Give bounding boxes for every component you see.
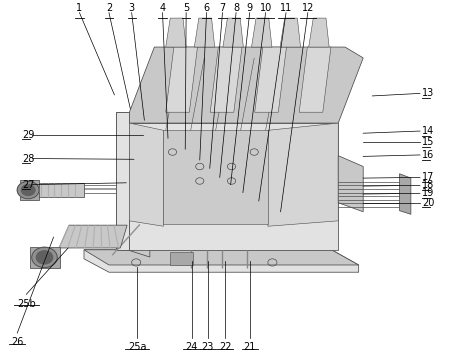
Polygon shape <box>116 112 127 250</box>
Text: 2: 2 <box>106 3 112 13</box>
Polygon shape <box>129 123 163 226</box>
Polygon shape <box>36 183 84 197</box>
Text: 23: 23 <box>202 342 214 352</box>
Polygon shape <box>30 247 60 268</box>
Text: 26: 26 <box>11 337 24 348</box>
Text: 15: 15 <box>422 137 434 147</box>
Text: 7: 7 <box>219 3 226 13</box>
Text: 17: 17 <box>422 172 434 182</box>
Text: 1: 1 <box>76 3 83 13</box>
Text: 3: 3 <box>128 3 135 13</box>
Text: 8: 8 <box>233 3 239 13</box>
Text: 11: 11 <box>280 3 292 13</box>
Polygon shape <box>129 123 338 250</box>
Text: 14: 14 <box>422 126 434 136</box>
Text: 10: 10 <box>260 3 271 13</box>
Text: 16: 16 <box>422 150 434 160</box>
Polygon shape <box>268 123 338 226</box>
Polygon shape <box>129 47 363 123</box>
Text: 27: 27 <box>22 180 35 190</box>
Text: 28: 28 <box>22 153 34 164</box>
Polygon shape <box>127 112 150 257</box>
Circle shape <box>32 247 57 268</box>
Text: 19: 19 <box>422 188 434 198</box>
Text: 4: 4 <box>159 3 166 13</box>
Text: 20: 20 <box>422 198 434 208</box>
Text: 9: 9 <box>247 3 253 13</box>
Text: 25a: 25a <box>128 342 146 352</box>
Polygon shape <box>223 18 243 47</box>
Polygon shape <box>338 156 363 212</box>
Text: 25b: 25b <box>17 299 36 309</box>
Circle shape <box>17 181 39 199</box>
Polygon shape <box>252 18 272 47</box>
Polygon shape <box>166 47 197 112</box>
Polygon shape <box>255 47 286 112</box>
Text: 29: 29 <box>22 130 34 140</box>
Polygon shape <box>163 130 268 224</box>
Text: 24: 24 <box>185 342 198 352</box>
Polygon shape <box>299 47 331 112</box>
Polygon shape <box>59 225 127 248</box>
Polygon shape <box>170 252 193 265</box>
Polygon shape <box>84 250 359 272</box>
Polygon shape <box>116 112 129 250</box>
Text: 22: 22 <box>219 342 232 352</box>
Polygon shape <box>400 174 411 214</box>
Circle shape <box>21 185 35 195</box>
Text: 13: 13 <box>422 88 434 98</box>
Polygon shape <box>280 18 301 47</box>
Text: 6: 6 <box>203 3 210 13</box>
Polygon shape <box>309 18 329 47</box>
Text: 5: 5 <box>183 3 189 13</box>
Polygon shape <box>194 18 215 47</box>
Circle shape <box>176 254 187 263</box>
Text: 12: 12 <box>301 3 314 13</box>
Polygon shape <box>84 250 359 265</box>
Text: 18: 18 <box>422 180 434 190</box>
Polygon shape <box>20 180 39 200</box>
Polygon shape <box>210 47 242 112</box>
Circle shape <box>36 251 53 264</box>
Text: 21: 21 <box>243 342 256 352</box>
Polygon shape <box>166 18 186 47</box>
